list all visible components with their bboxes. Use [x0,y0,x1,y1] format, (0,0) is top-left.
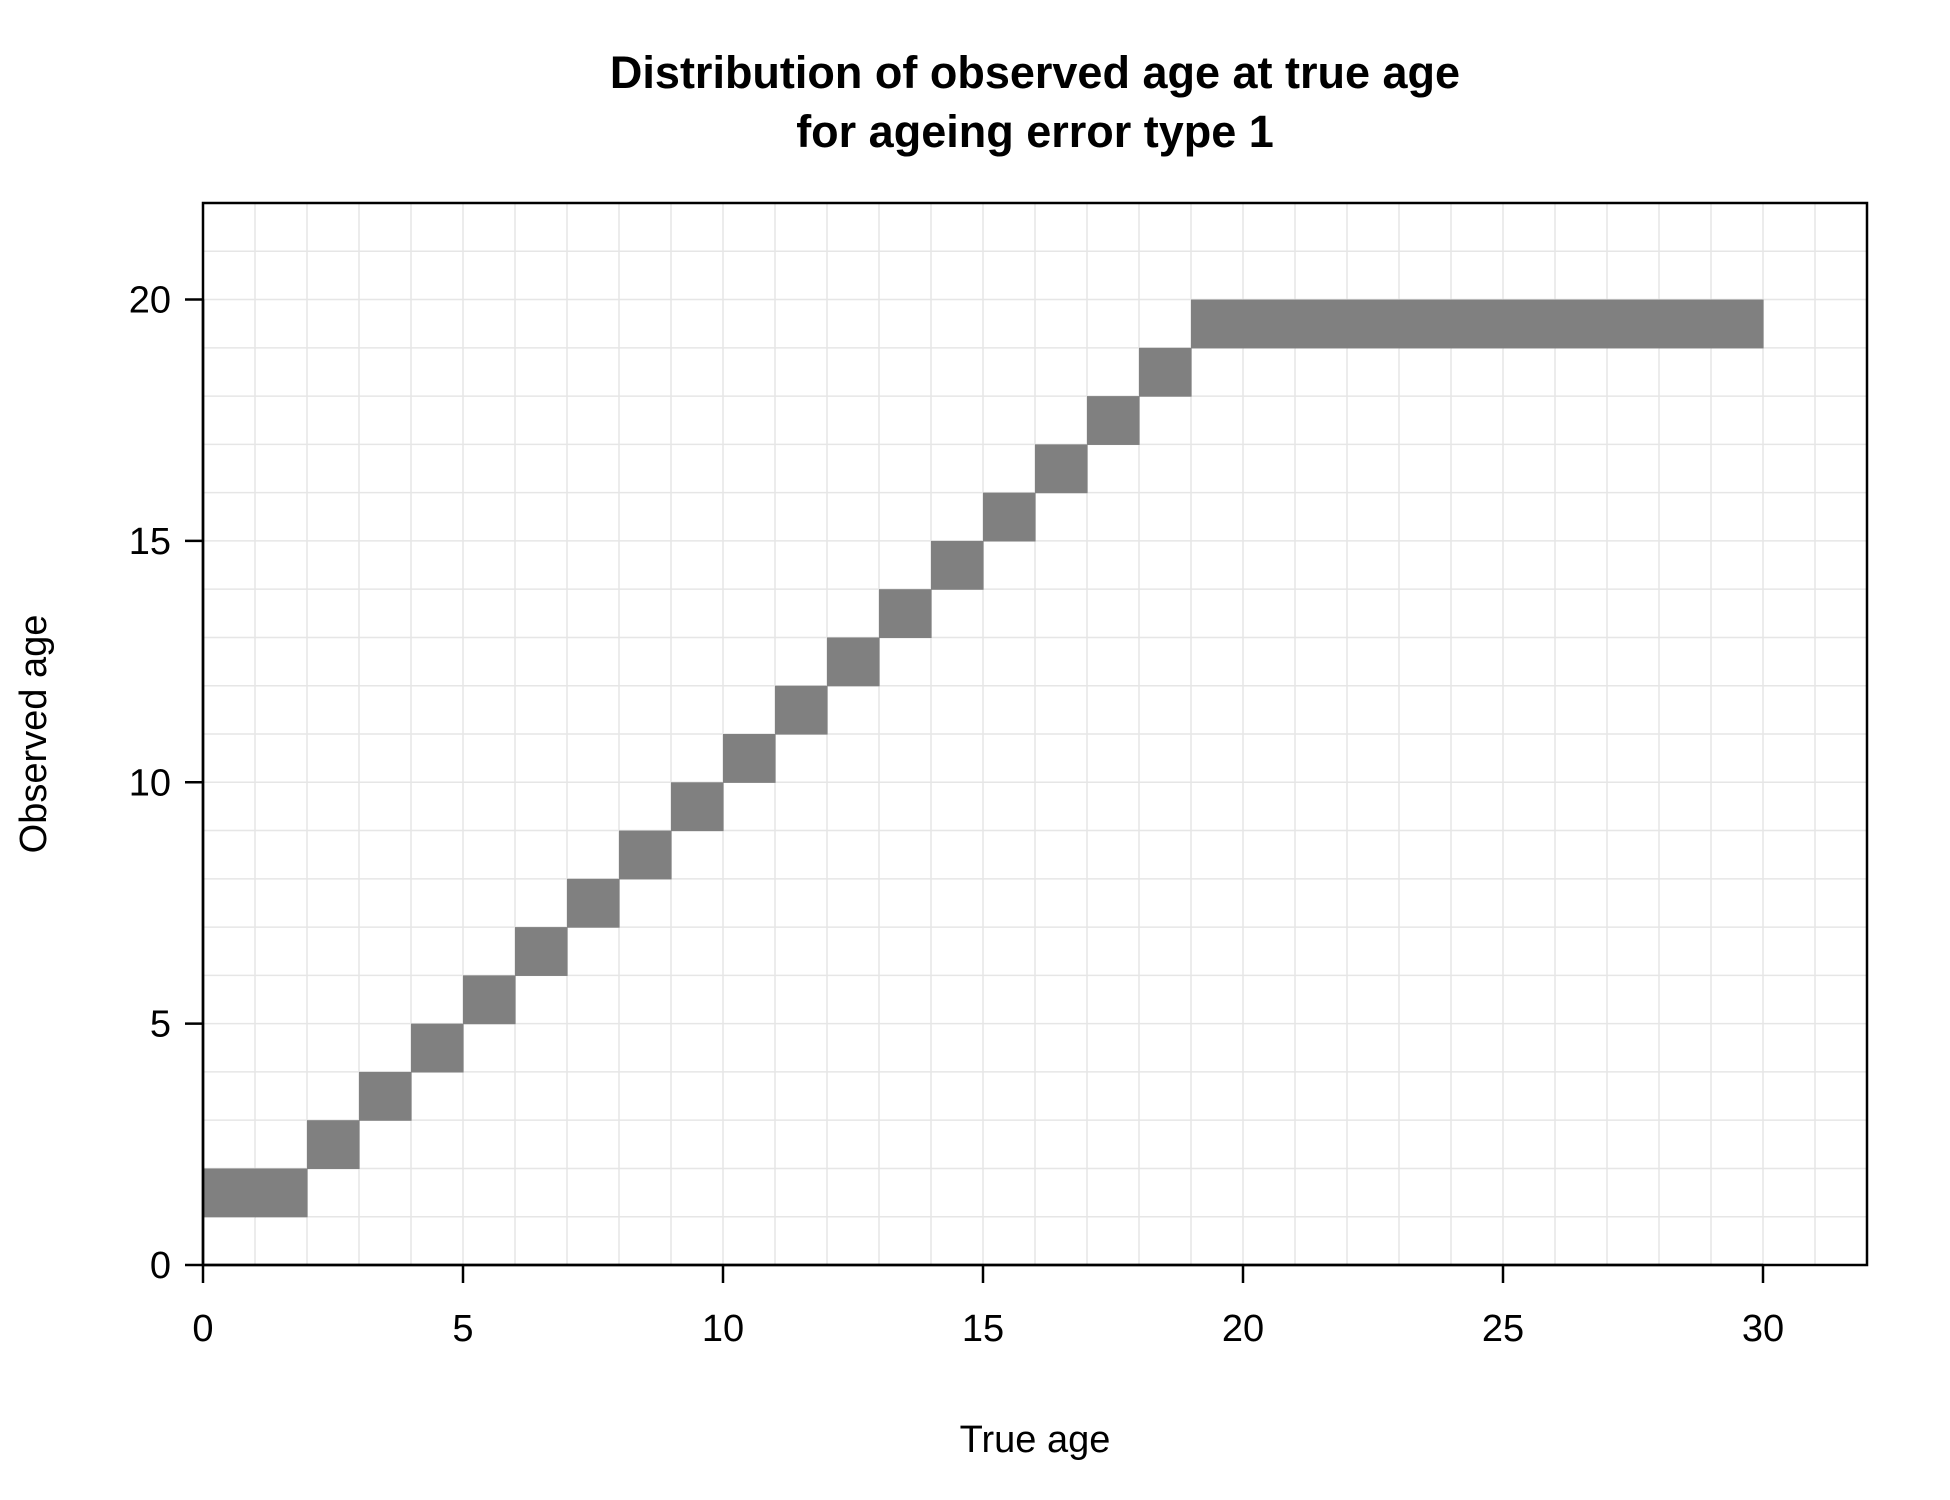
heatmap-cell [567,878,620,928]
heatmap-cell [463,975,516,1025]
heatmap-cell [411,1023,464,1073]
heatmap-cell [1243,299,1296,349]
heatmap-cell [1711,299,1764,349]
heatmap-cell [671,782,724,832]
heatmap-cell [1295,299,1348,349]
heatmap-cell [255,1168,308,1218]
heatmap-cell [203,1168,256,1218]
x-axis: 0 5 10 15 20 25 30 [192,1263,1784,1350]
y-tick-label: 20 [129,280,171,322]
heatmap-cell [1555,299,1608,349]
heatmap-cell [1607,299,1660,349]
heatmap-cell [307,1120,360,1170]
heatmap-cell [619,830,672,880]
heatmap-cell [775,685,828,735]
heatmap-cell [931,540,984,590]
heatmap-cell [359,1071,412,1121]
x-tick-label: 5 [452,1308,473,1350]
x-axis-label: True age [960,1419,1111,1461]
heatmap-cell [1503,299,1556,349]
chart-title-line-2: for ageing error type 1 [796,106,1274,157]
heatmap-cell [1399,299,1452,349]
heatmap-cell [827,637,880,687]
heatmap-cell [723,734,776,783]
y-tick-label: 0 [150,1245,171,1287]
heatmap-cells [203,299,1764,1218]
chart-title: Distribution of observed age at true age… [610,47,1460,157]
heatmap-cell [515,927,568,976]
y-tick-label: 15 [129,521,171,563]
heatmap-cell [983,492,1036,542]
heatmap-cell [1139,347,1192,397]
chart-title-line-1: Distribution of observed age at true age [610,47,1460,98]
y-tick-label: 10 [129,762,171,804]
x-tick-label: 0 [192,1308,213,1350]
grid-lines [203,203,1867,1265]
heatmap-cell [1347,299,1400,349]
heatmap-cell [879,589,932,639]
heatmap-cell [1035,444,1088,494]
heatmap-cell [1087,396,1140,445]
x-tick-label: 15 [962,1308,1004,1350]
x-tick-label: 20 [1222,1308,1264,1350]
x-tick-label: 25 [1482,1308,1524,1350]
y-axis-label: Observed age [13,615,55,854]
heatmap-cell [1191,299,1244,349]
y-tick-label: 5 [150,1004,171,1046]
x-tick-label: 30 [1742,1308,1784,1350]
heatmap-cell [1451,299,1504,349]
y-axis: 0 5 10 15 20 [129,280,205,1287]
heatmap-cell [1659,299,1712,349]
x-tick-label: 10 [702,1308,744,1350]
